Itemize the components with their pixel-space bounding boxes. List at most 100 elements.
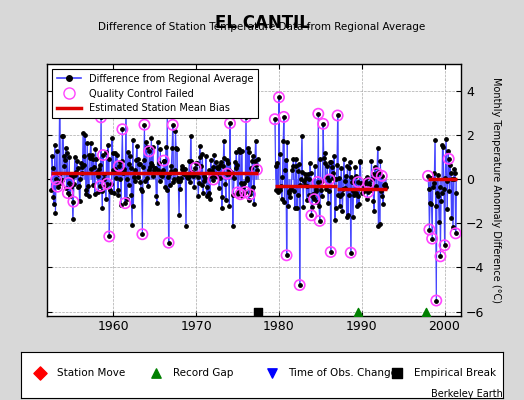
Text: Difference of Station Temperature Data from Regional Average: Difference of Station Temperature Data f…	[99, 22, 425, 32]
Point	[443, 206, 452, 212]
Point	[370, 164, 379, 170]
Point	[234, 191, 243, 198]
Point	[98, 204, 106, 211]
Point	[203, 184, 211, 190]
Point	[182, 174, 191, 180]
Point	[331, 205, 340, 211]
Point	[204, 190, 213, 196]
Point	[247, 187, 256, 193]
Point	[76, 176, 84, 182]
Point	[166, 181, 174, 188]
Point	[346, 250, 355, 256]
Point	[57, 176, 65, 183]
Point	[122, 196, 130, 202]
Point	[372, 182, 380, 189]
Point	[440, 242, 449, 248]
Point	[170, 176, 178, 182]
Point	[241, 189, 249, 195]
Point	[84, 182, 92, 189]
Point	[75, 182, 83, 189]
Point	[246, 191, 254, 198]
Point	[441, 175, 450, 182]
Point	[128, 222, 136, 228]
Point	[127, 192, 136, 198]
Point	[53, 184, 62, 190]
Point	[212, 172, 221, 179]
Point	[51, 209, 60, 216]
Point	[137, 187, 146, 194]
Point	[156, 146, 165, 153]
Point	[154, 166, 162, 173]
Point	[171, 167, 179, 173]
Point	[176, 185, 184, 192]
Point	[202, 153, 210, 160]
Point	[246, 164, 255, 171]
Point	[233, 189, 242, 196]
Point	[306, 160, 314, 166]
Point	[97, 187, 106, 194]
Point	[426, 200, 434, 206]
Point	[288, 166, 296, 173]
Point	[129, 203, 138, 209]
Point	[195, 180, 203, 187]
Point	[447, 215, 456, 221]
Point	[197, 163, 205, 169]
Point	[364, 189, 372, 196]
Point	[93, 168, 101, 175]
Point	[335, 175, 343, 181]
Point	[272, 160, 281, 166]
Point	[239, 184, 247, 190]
Point	[121, 200, 129, 206]
Point	[436, 253, 444, 260]
Point	[292, 163, 300, 170]
Point	[109, 150, 117, 156]
Point	[340, 156, 348, 163]
Point	[90, 164, 99, 170]
Point	[363, 174, 371, 180]
Point	[275, 94, 283, 100]
Point	[204, 192, 212, 198]
Point	[393, 370, 401, 376]
Point	[107, 189, 115, 196]
Point	[132, 157, 140, 163]
Point	[68, 173, 76, 180]
Point	[333, 112, 342, 119]
Point	[60, 163, 69, 169]
Point	[363, 196, 372, 202]
Point	[62, 185, 71, 191]
Point	[274, 187, 282, 193]
Point	[121, 200, 129, 206]
Point	[155, 160, 163, 166]
Point	[329, 170, 337, 176]
Point	[351, 164, 359, 170]
Point	[368, 175, 376, 182]
Point	[280, 198, 289, 205]
Point	[435, 184, 444, 190]
Text: Berkeley Earth: Berkeley Earth	[431, 389, 503, 399]
Point	[49, 194, 58, 200]
Point	[208, 168, 216, 174]
Point	[442, 178, 451, 185]
Point	[80, 162, 88, 169]
Point	[299, 204, 307, 211]
Point	[308, 204, 316, 210]
Point	[198, 182, 206, 188]
Point	[150, 165, 159, 171]
Point	[322, 174, 331, 181]
Point	[108, 166, 117, 173]
Point	[199, 190, 208, 196]
Point	[271, 163, 280, 170]
Point	[365, 183, 374, 189]
Point	[65, 154, 73, 160]
Point	[111, 166, 119, 172]
Point	[253, 166, 261, 173]
Point	[100, 176, 108, 182]
Point	[66, 193, 74, 199]
Point	[322, 186, 330, 192]
Point	[436, 253, 444, 260]
Point	[206, 196, 214, 202]
Point	[248, 158, 256, 164]
Point	[52, 176, 60, 183]
Point	[365, 180, 373, 186]
Point	[143, 175, 151, 181]
